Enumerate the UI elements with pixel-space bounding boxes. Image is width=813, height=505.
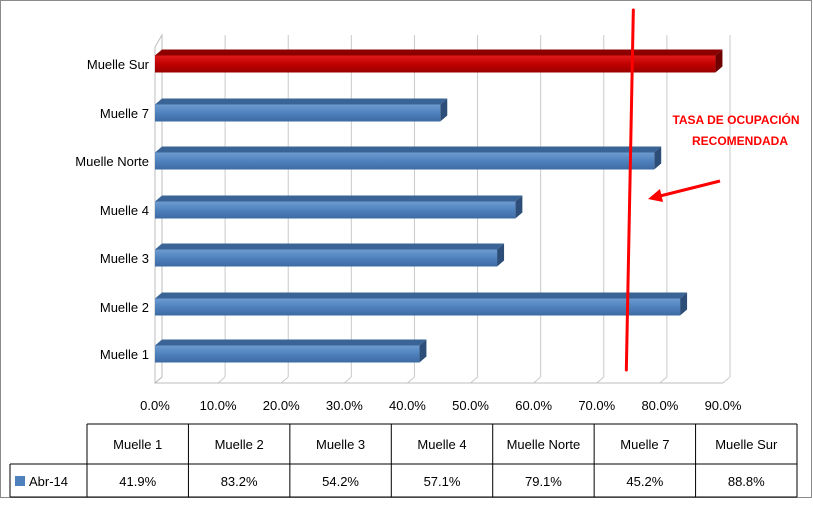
bar-front-muelle-4 <box>155 201 516 219</box>
x-tick-labels: 0.0% 10.0% 20.0% 30.0% 40.0% 50.0% 60.0% 70.0% 8… <box>140 398 742 413</box>
floor-line-4 <box>407 376 415 384</box>
table-value-muelle-norte: 79.1% <box>525 474 562 489</box>
bar-top-muelle-3 <box>155 243 505 250</box>
x-tick-label-4: 40.0% <box>389 398 426 413</box>
x-tick-label-9: 90.0% <box>705 398 742 413</box>
bar-front-muelle-1 <box>155 345 420 363</box>
table-header-muelle-1: Muelle 1 <box>113 437 162 452</box>
category-label-muelle-1: Muelle 1 <box>100 347 149 362</box>
bar-end-muelle-norte <box>654 146 662 170</box>
bar-end-muelle-2 <box>680 292 688 316</box>
bar-front-muelle-norte <box>155 152 655 170</box>
bar-end-muelle-7 <box>440 98 448 122</box>
reference-line <box>624 8 635 372</box>
x-tick-label-1: 10.0% <box>200 398 237 413</box>
category-label-muelle-2: Muelle 2 <box>100 300 149 315</box>
floor-line-3 <box>344 376 352 384</box>
table-value-muelle-2: 83.2% <box>221 474 258 489</box>
bar-muelle-2 <box>155 292 688 316</box>
floor-line-1 <box>217 376 226 384</box>
bar-top-muelle-sur <box>155 49 723 56</box>
annotation-arrow-shaft <box>659 179 721 198</box>
bar-top-muelle-norte <box>155 146 662 153</box>
x-tick-label-6: 60.0% <box>515 398 552 413</box>
bar-top-muelle-4 <box>155 195 523 202</box>
table-value-muelle-sur: 88.8% <box>728 474 765 489</box>
bar-end-muelle-sur <box>715 49 723 73</box>
x-tick-label-0: 0.0% <box>140 398 170 413</box>
bar-muelle-1 <box>155 339 427 363</box>
table-header-muelle-7: Muelle 7 <box>620 437 669 452</box>
x-tick-label-8: 80.0% <box>641 398 678 413</box>
table-value-muelle-7: 45.2% <box>626 474 663 489</box>
bar-front-muelle-7 <box>155 104 441 122</box>
bar-top-muelle-1 <box>155 339 427 346</box>
legend-series-name: Abr-14 <box>29 474 68 489</box>
annotation-text-line1: TASA DE OCUPACIÓN <box>672 112 799 127</box>
bar-end-muelle-4 <box>515 195 523 219</box>
table-header-muelle-4: Muelle 4 <box>417 437 466 452</box>
bar-muelle-7 <box>155 98 448 122</box>
x-tick-label-5: 50.0% <box>452 398 489 413</box>
floor-line-6 <box>533 376 541 384</box>
bar-muelle-sur <box>155 49 723 73</box>
bar-end-muelle-3 <box>497 243 505 267</box>
table-header-muelle-sur: Muelle Sur <box>715 437 778 452</box>
category-label-muelle-4: Muelle 4 <box>100 203 149 218</box>
floor-line-7 <box>596 376 605 384</box>
floor-line-8 <box>659 376 668 384</box>
floor-line-2 <box>280 376 289 384</box>
reference-annotation: TASA DE OCUPACIÓN RECOMENDADA <box>624 8 800 372</box>
x-tick-label-7: 70.0% <box>578 398 615 413</box>
bar-muelle-3 <box>155 243 505 267</box>
table-header-muelle-3: Muelle 3 <box>316 437 365 452</box>
x-tick-label-3: 30.0% <box>326 398 363 413</box>
bar-muelle-norte <box>155 146 662 170</box>
category-label-muelle-norte: Muelle Norte <box>75 154 149 169</box>
left-wall <box>154 33 163 385</box>
bar-top-muelle-2 <box>155 292 688 299</box>
table-value-muelle-1: 41.9% <box>119 474 156 489</box>
bar-end-muelle-1 <box>419 339 427 363</box>
table-value-muelle-3: 54.2% <box>322 474 359 489</box>
bars-group <box>155 49 723 363</box>
bar-front-muelle-3 <box>155 249 498 267</box>
category-labels: Muelle 1 Muelle 2 Muelle 3 Muelle 4 Muelle N… <box>75 57 149 362</box>
category-label-muelle-3: Muelle 3 <box>100 251 149 266</box>
floor-line-9 <box>722 376 731 384</box>
category-label-muelle-7: Muelle 7 <box>100 106 149 121</box>
bar-muelle-4 <box>155 195 523 219</box>
table-header-muelle-2: Muelle 2 <box>215 437 264 452</box>
category-label-muelle-sur: Muelle Sur <box>87 57 150 72</box>
data-table: Muelle 1 41.9% Muelle 2 83.2% Muelle 3 54.2% M… <box>9 423 798 498</box>
legend-key <box>15 476 25 486</box>
bar-front-muelle-2 <box>155 298 681 316</box>
table-header-muelle-norte: Muelle Norte <box>507 437 581 452</box>
bar-top-muelle-7 <box>155 98 448 105</box>
annotation-arrow-head <box>648 189 663 202</box>
bar-front-muelle-sur <box>155 55 716 73</box>
x-tick-label-2: 20.0% <box>263 398 300 413</box>
floor-line-5 <box>470 376 478 384</box>
table-value-muelle-4: 57.1% <box>424 474 461 489</box>
annotation-text-line2: RECOMENDADA <box>692 134 788 148</box>
